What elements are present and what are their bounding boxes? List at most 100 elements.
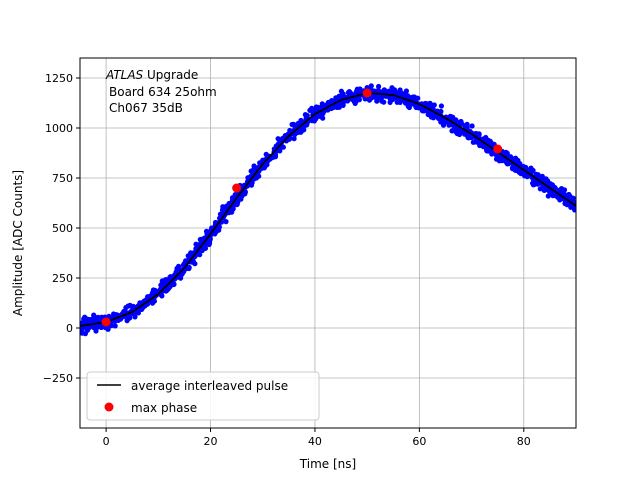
y-tick-label: 250: [52, 272, 73, 285]
y-tick-label: 500: [52, 222, 73, 235]
x-tick-label: 40: [308, 435, 322, 448]
scatter-point: [340, 91, 346, 97]
legend-box: [86, 371, 320, 421]
scatter-point: [415, 95, 421, 101]
scatter-point: [487, 138, 493, 144]
y-tick-label: 1000: [45, 122, 73, 135]
scatter-point: [149, 300, 156, 306]
scatter-point: [562, 200, 568, 207]
scatter-point: [280, 144, 286, 150]
scatter-point: [171, 281, 177, 287]
scatter-point: [252, 175, 259, 181]
scatter-point: [376, 83, 382, 90]
scatter-point: [535, 172, 541, 178]
scatter-point: [319, 112, 325, 118]
scatter-point: [466, 135, 472, 141]
scatter-point: [192, 261, 198, 267]
scatter-point: [164, 288, 170, 294]
scatter-point: [187, 251, 194, 257]
scatter-point: [183, 258, 189, 264]
scatter-point: [390, 88, 397, 94]
scatter-point: [464, 123, 470, 129]
scatter-point: [565, 192, 571, 198]
scatter-point: [541, 187, 548, 193]
scatter-point: [509, 166, 516, 172]
scatter-point: [275, 136, 281, 142]
scatter-point: [303, 112, 309, 118]
y-tick-label: −250: [43, 372, 73, 385]
scatter-point: [357, 86, 363, 92]
scatter-point: [298, 129, 304, 135]
x-axis-label: Time [ns]: [299, 457, 356, 471]
scatter-point: [223, 219, 229, 225]
scatter-point: [216, 224, 222, 230]
scatter-point: [352, 100, 358, 106]
scatter-point: [508, 155, 514, 161]
max-phase-point: [101, 317, 111, 327]
scatter-point: [539, 173, 545, 179]
scatter-point: [356, 97, 362, 103]
scatter-point: [123, 305, 129, 311]
legend-label-max-phase: max phase: [131, 401, 197, 415]
max-phase-point: [232, 183, 242, 193]
scatter-point: [518, 171, 524, 177]
scatter-point: [380, 89, 386, 95]
x-axis-ticks: 0 20 40 60 80: [103, 428, 531, 448]
scatter-point: [124, 318, 130, 324]
scatter-point: [513, 155, 519, 161]
scatter-point: [428, 114, 434, 120]
annotation-line-2: Board 634 25ohm: [109, 85, 217, 99]
scatter-point: [229, 209, 235, 215]
scatter-point: [477, 142, 483, 149]
scatter-point: [476, 131, 482, 137]
max-phase-point: [493, 144, 503, 154]
scatter-point: [99, 314, 105, 320]
scatter-point: [373, 88, 379, 94]
scatter-point: [472, 139, 478, 145]
scatter-point: [113, 312, 119, 318]
scatter-point: [82, 314, 88, 320]
scatter-point: [333, 95, 339, 101]
legend: average interleaved pulse max phase: [86, 371, 320, 421]
annotation-line-1: ATLAS Upgrade: [105, 68, 198, 82]
scatter-point: [82, 331, 88, 337]
scatter-point: [88, 318, 94, 324]
y-tick-label: 750: [52, 172, 73, 185]
scatter-point: [354, 89, 360, 95]
scatter-point: [438, 103, 444, 109]
scatter-point: [441, 121, 447, 127]
scatter-point: [489, 151, 495, 157]
scatter-point: [531, 181, 538, 187]
y-tick-label: 1250: [45, 72, 73, 85]
x-tick-label: 0: [103, 435, 110, 448]
x-tick-label: 80: [517, 435, 531, 448]
scatter-point: [264, 162, 270, 168]
scatter-point: [405, 103, 411, 109]
scatter-point: [405, 93, 411, 99]
scatter-point: [132, 314, 138, 320]
scatter-point: [459, 121, 465, 127]
scatter-point: [453, 117, 459, 123]
scatter-point: [272, 152, 279, 158]
atlas-annotation: ATLAS Upgrade Board 634 25ohm Ch067 35dB: [105, 68, 217, 115]
scatter-point: [446, 122, 452, 128]
scatter-point: [493, 156, 500, 162]
annotation-atlas: ATLAS: [105, 68, 144, 82]
scatter-point: [545, 193, 551, 199]
scatter-point: [289, 121, 295, 128]
scatter-point: [291, 136, 297, 142]
max-phase-points: [101, 88, 503, 327]
scatter-point: [112, 323, 118, 329]
scatter-point: [397, 87, 403, 93]
scatter-point: [121, 308, 127, 315]
scatter-point: [336, 104, 342, 110]
y-axis-label: Amplitude [ADC Counts]: [11, 170, 25, 316]
annotation-line-3: Ch067 35dB: [109, 101, 183, 115]
scatter-point: [86, 325, 92, 331]
scatter-point: [313, 116, 319, 122]
scatter-point: [449, 128, 455, 134]
legend-label-average-pulse: average interleaved pulse: [131, 379, 288, 393]
y-tick-label: 0: [66, 322, 73, 335]
x-tick-label: 60: [412, 435, 426, 448]
